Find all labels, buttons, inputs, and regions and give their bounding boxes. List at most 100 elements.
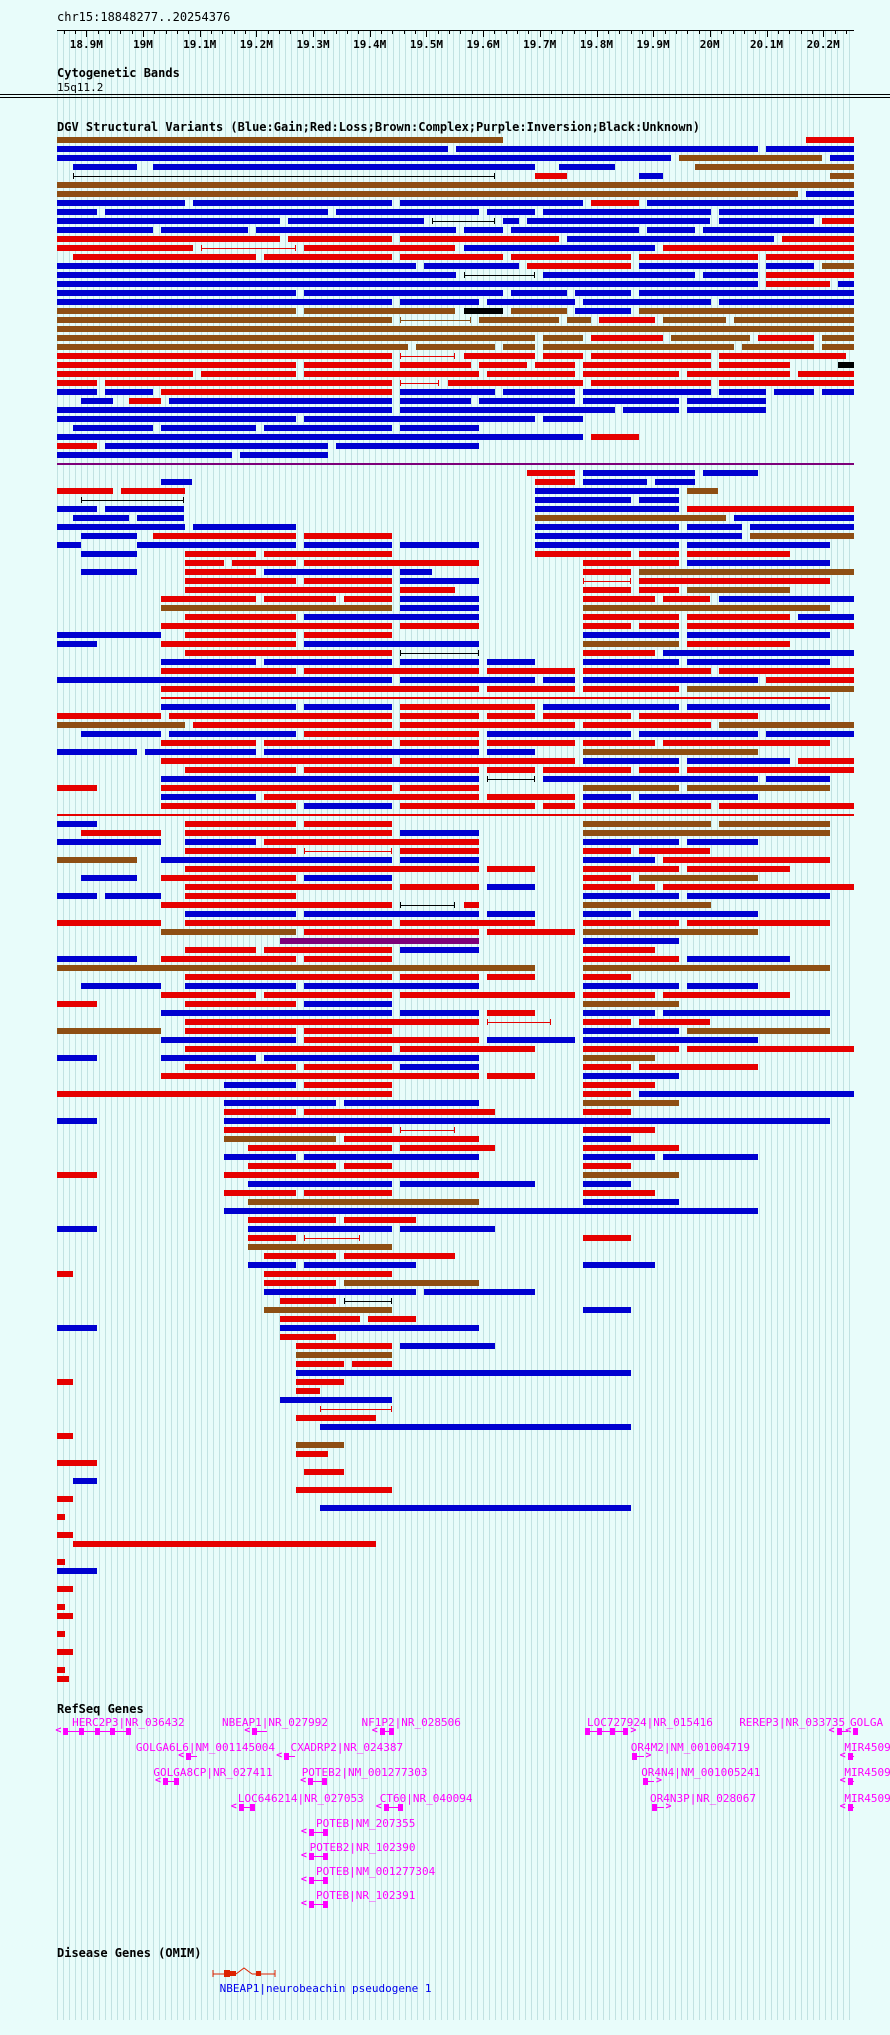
variant-bar[interactable]: [160, 902, 392, 908]
variant-bar[interactable]: [160, 803, 297, 809]
variant-bar[interactable]: [399, 200, 583, 206]
variant-bar[interactable]: [264, 992, 392, 998]
variant-bar[interactable]: [646, 227, 695, 233]
variant-bar[interactable]: [57, 443, 97, 449]
variant-bar[interactable]: [57, 263, 416, 269]
variant-bar[interactable]: [766, 272, 854, 278]
variant-bar[interactable]: [335, 443, 480, 449]
variant-bar[interactable]: [463, 353, 536, 359]
variant-bar[interactable]: [583, 848, 631, 854]
variant-bar[interactable]: [583, 803, 711, 809]
variant-bar[interactable]: [583, 1055, 655, 1061]
variant-bar[interactable]: [399, 578, 480, 584]
variant-bar[interactable]: [296, 1487, 392, 1493]
variant-bar[interactable]: [702, 470, 759, 476]
variant-bar[interactable]: [686, 920, 831, 926]
variant-bar[interactable]: [702, 227, 854, 233]
variant-bar[interactable]: [304, 614, 480, 620]
variant-bar[interactable]: [304, 848, 392, 854]
variant-bar[interactable]: [224, 1127, 392, 1133]
variant-bar[interactable]: [304, 371, 480, 377]
variant-bar[interactable]: [343, 1298, 392, 1304]
variant-bar[interactable]: [766, 731, 854, 737]
variant-bar[interactable]: [160, 992, 257, 998]
variant-bar[interactable]: [104, 443, 328, 449]
variant-bar[interactable]: [264, 569, 392, 575]
variant-bar[interactable]: [399, 947, 480, 953]
variant-bar[interactable]: [686, 398, 767, 404]
variant-bar[interactable]: [399, 650, 480, 656]
variant-bar[interactable]: [487, 668, 576, 674]
gene-feature[interactable]: <: [155, 1775, 179, 1786]
variant-bar[interactable]: [399, 362, 472, 368]
gene-feature[interactable]: <: [244, 1725, 267, 1736]
variant-bar[interactable]: [734, 317, 854, 323]
variant-bar[interactable]: [583, 632, 679, 638]
variant-bar[interactable]: [567, 236, 775, 242]
variant-bar[interactable]: [543, 344, 735, 350]
variant-bar[interactable]: [304, 560, 480, 566]
variant-bar[interactable]: [583, 1163, 631, 1169]
variant-bar[interactable]: [280, 1298, 336, 1304]
variant-bar[interactable]: [583, 1172, 679, 1178]
variant-bar[interactable]: [583, 1235, 631, 1241]
variant-bar[interactable]: [184, 614, 297, 620]
variant-bar[interactable]: [399, 1064, 480, 1070]
variant-bar[interactable]: [160, 956, 297, 962]
variant-bar[interactable]: [104, 389, 153, 395]
variant-bar[interactable]: [57, 1532, 73, 1538]
variant-bar[interactable]: [583, 857, 655, 863]
variant-bar[interactable]: [399, 884, 480, 890]
variant-bar[interactable]: [399, 605, 480, 611]
variant-bar[interactable]: [184, 920, 392, 926]
variant-bar[interactable]: [686, 551, 791, 557]
variant-bar[interactable]: [57, 1604, 65, 1610]
variant-bar[interactable]: [304, 1037, 480, 1043]
variant-bar[interactable]: [160, 704, 297, 710]
variant-bar[interactable]: [583, 668, 711, 674]
variant-bar[interactable]: [136, 515, 185, 521]
variant-bar[interactable]: [686, 956, 791, 962]
variant-bar[interactable]: [591, 434, 639, 440]
variant-bar[interactable]: [694, 164, 854, 170]
variant-bar[interactable]: [487, 767, 536, 773]
variant-bar[interactable]: [72, 1541, 376, 1547]
variant-bar[interactable]: [57, 380, 97, 386]
variant-bar[interactable]: [638, 263, 759, 269]
variant-bar[interactable]: [774, 389, 815, 395]
variant-bar[interactable]: [80, 551, 137, 557]
variant-bar[interactable]: [184, 1019, 480, 1025]
variant-bar[interactable]: [57, 182, 854, 188]
variant-bar[interactable]: [240, 452, 328, 458]
variant-bar[interactable]: [575, 308, 631, 314]
variant-bar[interactable]: [296, 1451, 328, 1457]
variant-bar[interactable]: [583, 1028, 679, 1034]
variant-bar[interactable]: [583, 1064, 631, 1070]
variant-bar[interactable]: [487, 1073, 536, 1079]
variant-bar[interactable]: [264, 749, 480, 755]
variant-bar[interactable]: [248, 1262, 297, 1268]
variant-bar[interactable]: [57, 299, 392, 305]
variant-bar[interactable]: [399, 425, 480, 431]
variant-bar[interactable]: [264, 947, 392, 953]
variant-bar[interactable]: [80, 569, 137, 575]
variant-bar[interactable]: [80, 731, 161, 737]
variant-bar[interactable]: [686, 1028, 831, 1034]
variant-bar[interactable]: [57, 1559, 65, 1565]
variant-bar[interactable]: [304, 875, 392, 881]
variant-bar[interactable]: [583, 974, 631, 980]
variant-bar[interactable]: [264, 1289, 416, 1295]
variant-bar[interactable]: [806, 137, 854, 143]
variant-bar[interactable]: [57, 308, 297, 314]
variant-bar[interactable]: [686, 785, 831, 791]
variant-bar[interactable]: [583, 623, 631, 629]
variant-bar[interactable]: [304, 1028, 392, 1034]
variant-bar[interactable]: [320, 1406, 392, 1412]
variant-bar[interactable]: [224, 1100, 336, 1106]
variant-bar[interactable]: [686, 407, 767, 413]
variant-bar[interactable]: [487, 749, 536, 755]
variant-bar[interactable]: [487, 1019, 552, 1025]
variant-bar[interactable]: [686, 767, 854, 773]
variant-bar[interactable]: [224, 1172, 480, 1178]
variant-bar[interactable]: [264, 596, 336, 602]
